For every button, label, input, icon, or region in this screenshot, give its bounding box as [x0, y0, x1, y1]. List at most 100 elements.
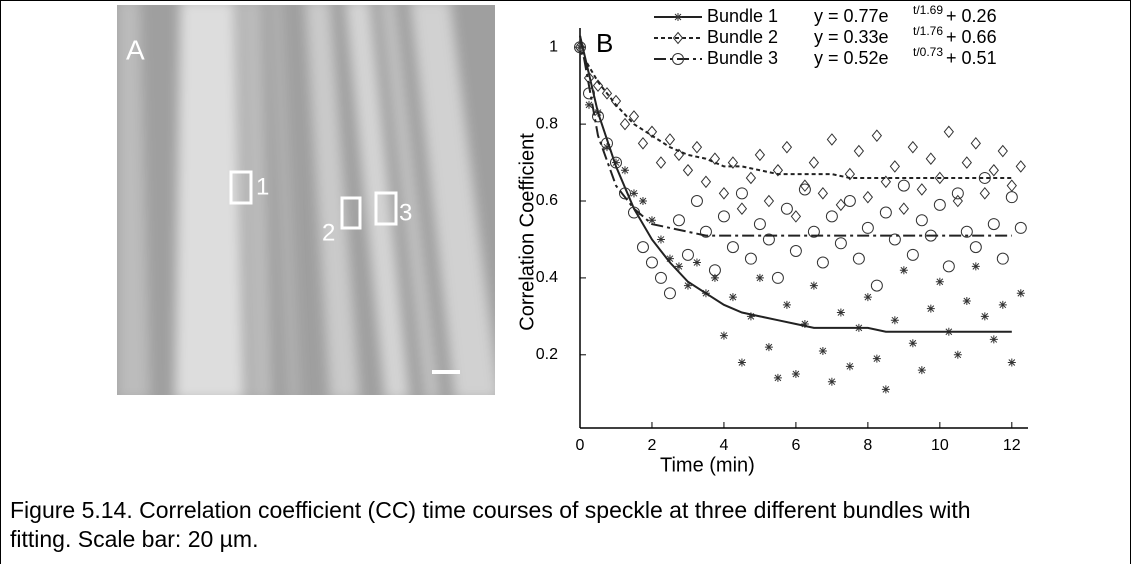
data-point	[943, 125, 954, 139]
data-point	[863, 293, 872, 302]
data-point	[602, 143, 611, 152]
data-point	[836, 308, 845, 317]
data-point	[907, 140, 918, 154]
data-point	[898, 202, 910, 215]
data-point	[647, 216, 656, 225]
data-point	[925, 152, 936, 166]
legend-marker	[674, 13, 682, 21]
data-point	[638, 197, 647, 206]
data-point	[620, 166, 629, 175]
data-point	[826, 133, 838, 146]
data-point	[772, 163, 784, 177]
data-point	[665, 254, 674, 263]
y-tick-label: 0.6	[536, 192, 558, 209]
data-point	[897, 179, 910, 192]
data-point	[807, 225, 820, 238]
data-point	[663, 287, 676, 300]
data-point	[629, 189, 638, 198]
data-point	[1015, 160, 1026, 173]
data-point	[942, 260, 955, 273]
data-point	[818, 346, 827, 355]
data-point	[744, 252, 757, 265]
data-point	[800, 320, 809, 329]
data-point	[890, 316, 899, 325]
data-point	[996, 252, 1009, 265]
legend-exponent: t/0.73	[913, 45, 943, 59]
data-point	[710, 273, 719, 282]
data-point	[872, 354, 881, 363]
data-point	[735, 187, 748, 200]
legend-equation: + 0.26	[946, 6, 997, 26]
data-point	[781, 140, 793, 154]
y-tick-label: 1	[549, 38, 558, 55]
data-point	[592, 79, 604, 92]
data-point	[861, 221, 874, 234]
data-point	[645, 256, 658, 269]
figure: A 1 2 3 B Time (min) Correlation Coeffic…	[117, 3, 1028, 476]
data-point	[683, 281, 692, 290]
legend-equation: y = 0.77e	[814, 6, 889, 26]
data-point	[755, 273, 764, 282]
data-point	[762, 233, 775, 246]
data-point	[1006, 179, 1017, 192]
data-point	[681, 248, 694, 261]
data-point	[809, 281, 818, 290]
x-tick-label: 8	[863, 437, 872, 454]
legend-equation: + 0.66	[946, 27, 997, 47]
data-point	[934, 171, 945, 185]
data-point	[916, 183, 927, 196]
data-point	[926, 304, 935, 313]
x-tick-label: 2	[648, 437, 657, 454]
x-tick-label: 0	[576, 437, 585, 454]
data-point	[717, 210, 730, 223]
data-point	[628, 110, 640, 123]
data-point	[753, 218, 766, 231]
data-point	[1016, 289, 1025, 298]
data-point	[988, 163, 999, 177]
data-point	[799, 179, 811, 192]
data-point	[899, 266, 908, 275]
data-point	[746, 312, 755, 321]
data-point	[835, 198, 847, 212]
data-point	[1005, 191, 1018, 204]
data-point	[737, 358, 746, 367]
data-point	[962, 296, 971, 305]
legend-exponent: t/1.76	[913, 24, 943, 38]
data-point	[798, 183, 811, 196]
data-point	[915, 214, 928, 227]
data-point	[601, 87, 613, 100]
data-point	[969, 241, 982, 254]
data-point	[789, 244, 802, 257]
data-point	[834, 237, 847, 250]
data-point	[674, 262, 683, 271]
fit-line	[579, 35, 1012, 237]
data-point	[816, 256, 829, 269]
data-point	[700, 175, 712, 189]
data-point	[692, 258, 701, 267]
data-point	[763, 194, 775, 208]
fit-line	[579, 50, 1012, 179]
data-point	[952, 194, 963, 208]
data-point	[576, 43, 584, 52]
panel-label: A	[126, 34, 145, 65]
data-point	[719, 331, 728, 340]
data-point	[980, 312, 989, 321]
data-point	[971, 262, 980, 271]
data-point	[619, 117, 631, 131]
data-point	[728, 293, 737, 302]
data-point	[908, 339, 917, 348]
data-point	[979, 187, 990, 200]
data-point	[953, 350, 962, 359]
data-point	[636, 241, 649, 254]
data-point	[637, 137, 649, 150]
data-point	[852, 252, 865, 265]
data-point	[881, 385, 890, 394]
legend-label: Bundle 3	[707, 48, 778, 68]
region-label: 3	[399, 199, 412, 226]
x-axis-label: Time (min)	[660, 454, 755, 476]
data-point	[771, 271, 784, 284]
data-point	[736, 202, 748, 215]
data-point	[827, 377, 836, 386]
